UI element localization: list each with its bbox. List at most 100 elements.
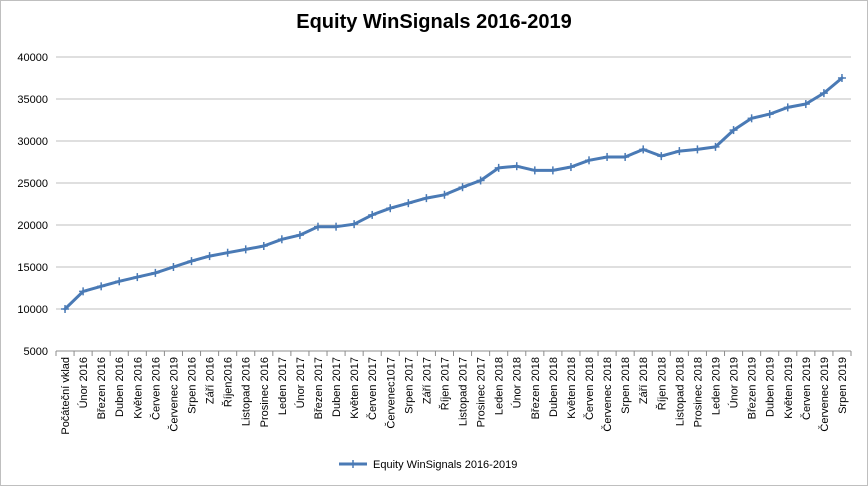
x-tick-label: Prosinec 2018 [692,357,704,427]
x-tick-label: Únor 2017 [294,357,307,408]
data-point [350,220,359,229]
data-point [205,252,214,261]
x-tick-label: Březen 2016 [96,357,108,419]
data-point [277,235,286,244]
x-tick-label: Počáteční vklad [60,357,72,435]
x-tick-label: Leden 2017 [277,357,289,415]
x-tick-label: Duben 2016 [114,357,126,417]
data-point [765,110,774,119]
x-tick-label: Červen 2017 [366,357,379,420]
data-point [621,152,630,161]
series-line [63,76,844,311]
x-tick-label: Březen 2017 [313,357,325,419]
data-point [603,152,612,161]
data-point [386,204,395,213]
data-point [313,222,322,231]
data-point [259,242,268,250]
data-point [819,89,828,98]
data-point [422,194,431,203]
data-point [675,147,684,156]
y-tick-label: 25000 [17,178,48,190]
x-tick-label: Duben 2019 [765,357,777,417]
x-tick-label: Červen 2016 [149,357,162,420]
x-tick-label: Únor 2019 [728,357,741,408]
data-point [187,257,196,266]
data-point [241,245,250,254]
x-tick-label: Květen 2019 [783,357,795,419]
x-tick-label: Listopad 2016 [241,357,253,426]
data-point [512,162,521,171]
data-point [79,287,88,296]
x-tick-label: Červenec 2019 [818,357,831,432]
data-point [133,273,142,282]
y-tick-label: 20000 [17,220,48,232]
data-point [657,152,666,161]
data-point [97,282,106,291]
x-tick-label: Prosinec 2016 [259,357,271,427]
x-tick-label: Květen 2018 [566,357,578,419]
x-tick-label: Duben 2017 [331,357,343,417]
data-point [458,183,467,192]
legend-label: Equity WinSignals 2016-2019 [373,459,517,471]
x-tick-label: Říjen 2018 [655,357,668,410]
x-tick-label: Listopad 2017 [458,357,470,426]
x-tick-label: Březen 2019 [747,357,759,419]
data-point [693,145,702,154]
y-tick-label: 35000 [17,94,48,106]
data-point [783,103,792,112]
legend: Equity WinSignals 2016-2019 [339,459,517,471]
x-tick-label: Únor 2018 [511,357,524,408]
data-point [837,74,846,82]
y-tick-label: 5000 [24,346,48,358]
x-tick-label: Září 2017 [421,357,433,404]
data-point [747,114,756,123]
data-point [332,222,341,231]
data-point [801,100,810,109]
x-tick-label: Červen 2018 [583,357,596,420]
x-tick-label: Prosinec 2017 [476,357,488,427]
x-tick-label: Srpen 2017 [403,357,415,414]
x-tick-label: Duben 2018 [548,357,560,417]
x-tick-label: Červenec 2019 [167,357,180,432]
x-tick-label: Říjen 2017 [438,357,451,410]
x-tick-label: Březen 2018 [530,357,542,419]
data-point [729,126,738,135]
data-point [585,156,594,165]
data-point [368,210,377,219]
data-point [548,166,557,175]
x-tick-label: Listopad 2018 [674,357,686,426]
y-tick-label: 40000 [17,52,48,64]
x-tick-label: Srpen 2016 [187,357,199,414]
x-tick-label: Květen 2017 [349,357,361,419]
data-point [530,166,539,175]
x-tick-label: Leden 2019 [710,357,722,415]
chart-title: Equity WinSignals 2016-2019 [296,11,572,33]
x-tick-label: Leden 2018 [494,357,506,415]
data-point [151,268,160,277]
data-point [476,176,485,185]
x-tick-label: Září 2016 [205,357,217,404]
y-tick-label: 10000 [17,304,48,316]
data-point [711,142,720,151]
data-point [61,305,70,313]
x-tick-label: Srpen 2019 [837,357,849,414]
x-tick-label: Červenec1017 [384,357,397,429]
data-point [639,145,648,154]
x-tick-label: Říjen2016 [222,357,235,407]
data-point [115,277,124,286]
x-tick-label: Červen 2019 [800,357,813,420]
x-tick-label: Květen 2016 [132,357,144,419]
x-tick-label: Září 2018 [638,357,650,404]
y-tick-label: 30000 [17,136,48,148]
data-point [223,248,232,257]
data-point [404,199,413,208]
y-tick-label: 15000 [17,262,48,274]
data-point [494,163,503,172]
x-tick-label: Červenec 2018 [601,357,614,432]
data-point [440,190,449,199]
data-point [566,163,575,172]
x-tick-label: Únor 2016 [77,357,90,408]
data-point [169,263,178,271]
